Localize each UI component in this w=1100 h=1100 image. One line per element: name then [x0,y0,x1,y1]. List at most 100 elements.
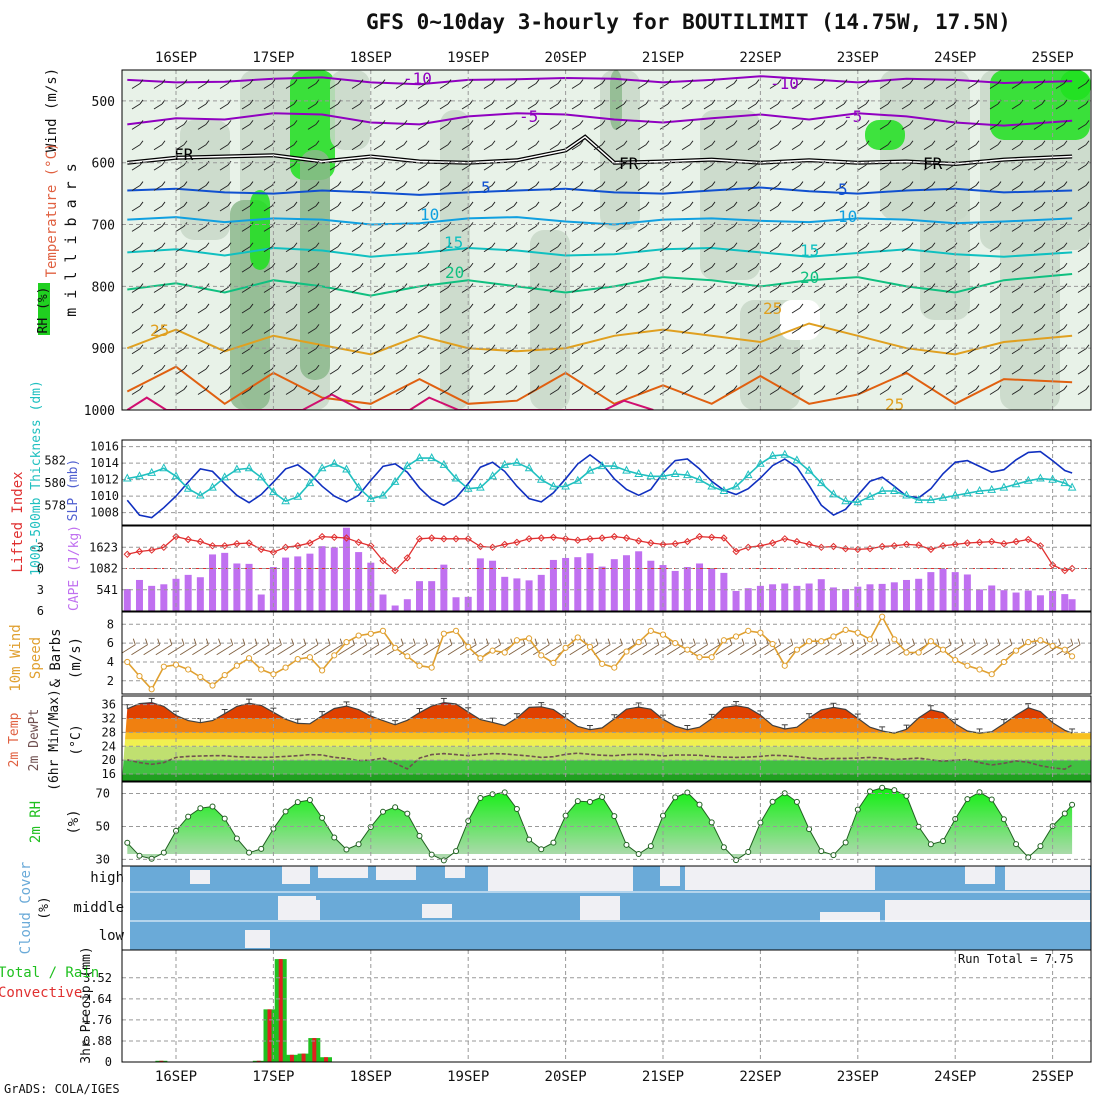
wind-barb [315,385,320,390]
wind-barb [1063,120,1068,125]
wind-barb [967,327,977,334]
thickness-point [829,489,838,498]
wind-barb [975,242,980,248]
wind-barb [681,123,691,130]
wind10-point [647,627,654,634]
wind-barb [461,348,471,355]
wind-barb [197,307,207,314]
rh-point [538,846,545,853]
wind-barb [533,644,550,656]
cape-bar [744,588,752,611]
wind-barb [1019,242,1024,248]
wind-barb [747,83,757,89]
wind10-point [964,662,971,669]
wind-barb [843,262,848,268]
wind-barb [557,262,562,268]
wind-barb [931,120,936,125]
wind-barb [887,283,892,288]
lifted-point [172,532,180,541]
wind-barb [483,123,493,130]
wind-barb [527,287,537,293]
wind-barb [887,99,892,105]
wind-barb [879,307,889,314]
temp-band [122,774,1091,781]
wind10-point [866,636,874,643]
wind-barb [799,181,804,186]
wind-barb [1011,123,1021,130]
wind-barb [395,144,405,151]
wind-barb [183,385,188,390]
wind-barb [972,638,976,645]
wind-barb [953,324,958,329]
wind-barb [879,246,889,253]
wind-barb [337,283,342,288]
wind-barb [601,181,606,186]
wind10-point [1025,639,1032,646]
wind-barb [953,283,958,288]
wind-barb [293,324,298,329]
wind-barb [469,79,474,84]
wind-barb [755,140,760,146]
wind-barb [359,324,364,329]
wind-barb [865,385,870,390]
wind10-point [355,632,362,639]
thickness-point [135,471,144,480]
wind-barb [337,344,342,350]
cape-bar [829,587,837,611]
wind-barb [395,266,405,273]
cape-bar [135,579,143,611]
thickness-point [159,463,169,472]
wind-barb [997,262,1002,268]
wind-barb [615,287,625,293]
cape-bar [635,551,643,611]
thickness-point [427,453,437,462]
rh-point [793,798,800,805]
wind-barb [777,303,782,309]
wind-barb [1019,283,1024,288]
wind-barb [879,144,889,151]
wind-barb [945,287,955,293]
wind-barb [153,246,163,253]
side-label-rh: RH (%) [36,287,51,334]
wind-barb [161,201,166,207]
wind-barb [351,83,361,89]
wind-barb [579,222,584,227]
wind-barb [857,103,867,110]
wind-barb [747,368,757,375]
wind10-point [1068,653,1076,660]
wind-barb [835,83,845,89]
wind-barb [593,185,603,191]
wind-barb [813,164,823,171]
wind10-point [440,630,447,637]
thickness-point [524,463,534,472]
isotherm-10 [127,216,1073,226]
wind-barb [219,368,229,375]
wind10-point [952,656,959,664]
x-tick-label: 16SEP [155,1069,197,1085]
wind-barb [579,79,584,84]
wind-barb [777,364,782,370]
wind-barb [777,160,782,166]
temp-band [122,718,1091,733]
wind-barb [593,348,603,355]
wind-barb [175,123,185,130]
rh-point [684,789,691,796]
wind-barb [857,225,867,232]
thickness-point [792,455,802,464]
wind-barb [997,201,1002,207]
wind-barb [659,327,669,334]
wind-barb [733,262,738,268]
wind-barb [747,266,757,273]
rh-point [355,841,362,848]
wind-barb [197,83,207,89]
wind-barb [1063,344,1068,350]
wind-barb [153,348,163,355]
wind-barb [857,348,867,355]
wind-barb [425,79,430,84]
wind-barb [791,246,801,253]
wind-barb [132,638,136,645]
wind-barb [175,348,185,355]
wind10-point [818,638,825,645]
wind-barb [249,364,254,370]
wind-barb [491,79,496,84]
